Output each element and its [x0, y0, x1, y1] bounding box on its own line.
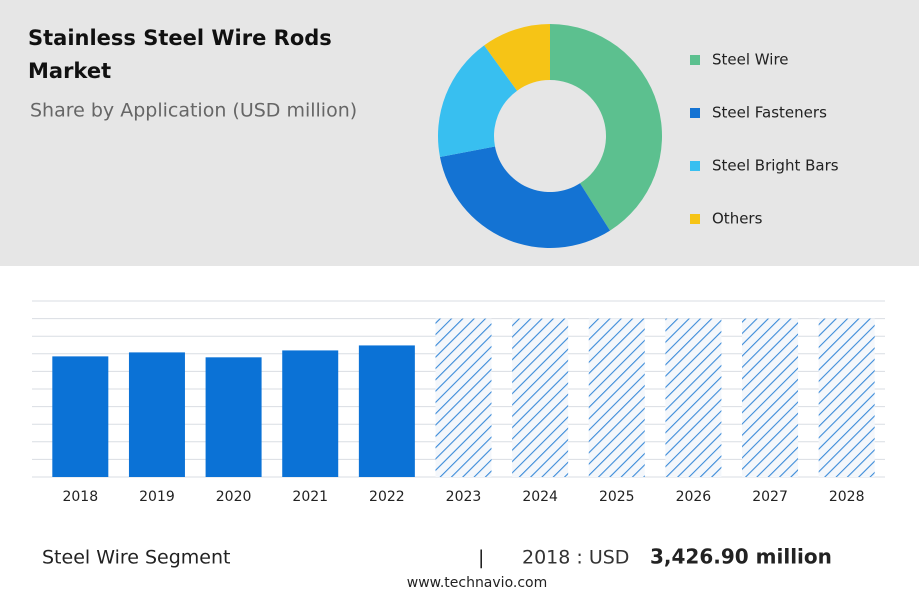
legend-label: Steel Wire	[712, 51, 789, 69]
x-tick-label: 2023	[446, 489, 482, 505]
bar	[282, 350, 339, 477]
chart-title: Stainless Steel Wire Rods Market	[28, 26, 332, 83]
x-tick-label: 2024	[522, 489, 558, 505]
bar	[128, 352, 185, 477]
legend-label: Steel Fasteners	[712, 104, 827, 122]
forecast-placeholder	[665, 318, 722, 477]
x-tick-label: 2028	[829, 489, 865, 505]
forecast-placeholder	[818, 318, 875, 477]
legend-label: Others	[712, 210, 763, 228]
highlight-value: 3,426.90 million	[650, 545, 832, 569]
legend-swatch	[690, 161, 700, 171]
separator: |	[478, 547, 484, 569]
chart-subtitle: Share by Application (USD million)	[30, 100, 357, 122]
donut	[437, 23, 663, 248]
donut-slice	[437, 45, 518, 157]
donut-slice	[550, 23, 663, 231]
legend: Steel Wire Steel Fasteners Steel Bright Ba…	[690, 51, 839, 228]
legend-swatch	[690, 108, 700, 118]
forecast-placeholder	[435, 318, 492, 477]
bar-chart: 2018 2019 2020 2021 2022 2023 2024 2025 2026 2027…	[32, 300, 885, 505]
forecast-placeholder	[512, 318, 569, 477]
x-tick-label: 2020	[216, 489, 252, 505]
x-tick-label: 2027	[752, 489, 788, 505]
bar	[358, 345, 415, 477]
segment-label: Steel Wire Segment	[42, 547, 230, 569]
x-tick-label: 2025	[599, 489, 635, 505]
x-tick-label: 2022	[369, 489, 405, 505]
highlight-text: 2018 : USD	[522, 547, 629, 569]
x-tick-label: 2018	[62, 489, 98, 505]
x-tick-label: 2021	[292, 489, 328, 505]
forecast-placeholder	[742, 318, 799, 477]
donut-slice	[439, 146, 611, 248]
legend-swatch	[690, 55, 700, 65]
legend-swatch	[690, 214, 700, 224]
source: www.technavio.com	[407, 575, 548, 591]
x-tick-label: 2019	[139, 489, 175, 505]
donut-slice	[484, 24, 550, 91]
x-tick-label: 2026	[676, 489, 712, 505]
forecast-placeholder	[588, 318, 645, 477]
title-box: Stainless Steel Wire Rods Market	[28, 26, 332, 83]
bar	[52, 356, 109, 477]
bar	[205, 357, 262, 477]
legend-label: Steel Bright Bars	[712, 157, 839, 175]
